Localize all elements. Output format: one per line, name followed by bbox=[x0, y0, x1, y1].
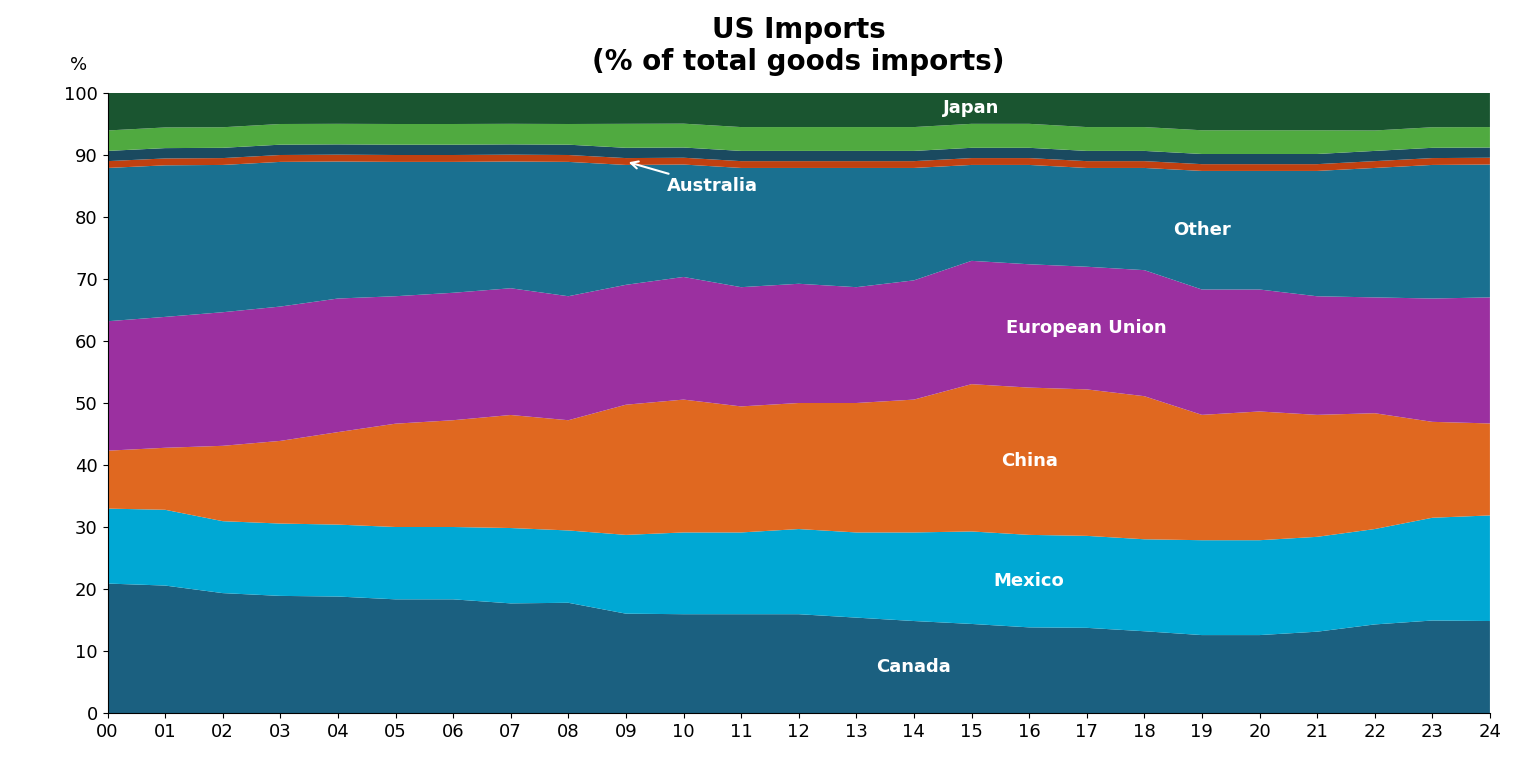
Text: European Union: European Union bbox=[1006, 319, 1167, 337]
Text: Canada: Canada bbox=[877, 658, 951, 676]
Text: Japan: Japan bbox=[943, 99, 1000, 118]
Text: %: % bbox=[71, 57, 88, 74]
Text: Other: Other bbox=[1174, 221, 1230, 239]
Text: Mexico: Mexico bbox=[994, 572, 1064, 590]
Text: China: China bbox=[1000, 453, 1058, 470]
Title: US Imports
(% of total goods imports): US Imports (% of total goods imports) bbox=[593, 16, 1005, 76]
Text: Australia: Australia bbox=[631, 161, 757, 195]
